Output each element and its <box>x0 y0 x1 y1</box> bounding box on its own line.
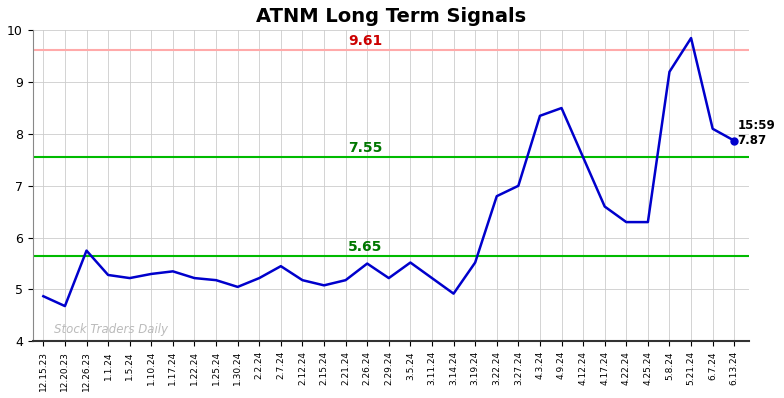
Title: ATNM Long Term Signals: ATNM Long Term Signals <box>256 7 526 26</box>
Text: 7.55: 7.55 <box>348 141 383 155</box>
Text: 9.61: 9.61 <box>348 34 382 49</box>
Text: 5.65: 5.65 <box>348 240 383 254</box>
Text: 15:59
7.87: 15:59 7.87 <box>738 119 775 147</box>
Text: Stock Traders Daily: Stock Traders Daily <box>54 323 168 336</box>
